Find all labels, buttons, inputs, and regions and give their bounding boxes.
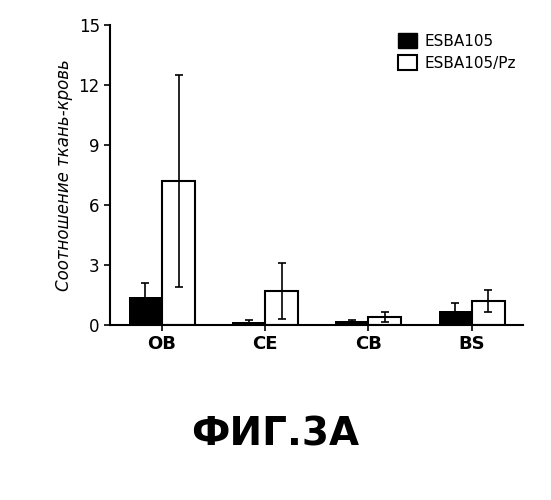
Text: ФИГ.3A: ФИГ.3A [191,416,360,454]
Bar [265,291,298,325]
Bar [472,301,505,325]
Y-axis label: Соотношение ткань-кровь: Соотношение ткань-кровь [55,59,73,291]
Legend: ESBA105, ESBA105/Pz: ESBA105, ESBA105/Pz [398,32,516,70]
Bar [336,321,369,325]
Bar [129,297,162,325]
Bar [162,181,195,325]
Bar [439,311,472,325]
Bar [369,317,402,325]
Bar [232,322,265,325]
